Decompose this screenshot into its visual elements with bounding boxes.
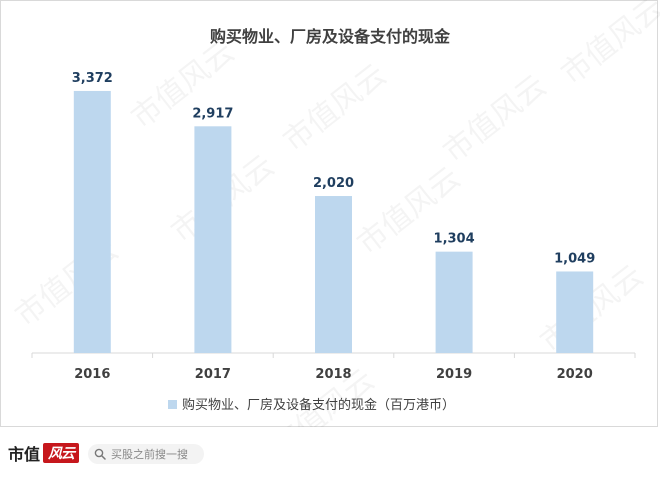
footer-bar: 市值 风云 买股之前搜一搜	[0, 427, 660, 479]
x-tick-label-2017: 2017	[195, 367, 231, 382]
data-label-2018: 2,020	[313, 176, 354, 191]
chart-title: 购买物业、厂房及设备支付的现金	[210, 27, 451, 46]
value-labels: 3,372 2,917 2,020 1,304 1,049	[72, 71, 596, 267]
bar-2017	[194, 126, 232, 353]
brand-logo[interactable]: 市值 风云	[8, 441, 80, 465]
brand-text: 市值	[8, 445, 41, 464]
search-icon	[94, 448, 106, 460]
bar-chart: 购买物业、厂房及设备支付的现金 3,372 2,917 2,020 1,304 1,04…	[31, 27, 636, 413]
x-tick-label-2020: 2020	[557, 367, 593, 382]
legend-swatch	[168, 400, 177, 409]
bar-2020	[556, 271, 594, 353]
brand-logo-mark: 风云	[43, 443, 80, 463]
bar-2019	[435, 251, 473, 353]
legend-label: 购买物业、厂房及设备支付的现金（百万港币）	[182, 397, 455, 413]
data-label-2016: 3,372	[72, 71, 113, 86]
bar-2016	[73, 90, 111, 354]
category-labels: 2016 2017 2018 2019 2020	[74, 367, 593, 382]
bars	[73, 90, 594, 354]
x-axis-ticks	[31, 353, 636, 358]
x-tick-label-2016: 2016	[74, 367, 110, 382]
data-label-2020: 1,049	[554, 251, 595, 266]
legend: 购买物业、厂房及设备支付的现金（百万港币）	[168, 397, 455, 413]
data-label-2019: 1,304	[434, 232, 475, 247]
x-tick-label-2019: 2019	[436, 367, 472, 382]
search-input[interactable]: 买股之前搜一搜	[88, 444, 204, 464]
search-placeholder: 买股之前搜一搜	[111, 448, 188, 461]
bar-2018	[315, 196, 352, 353]
data-label-2017: 2,917	[192, 106, 233, 121]
x-tick-label-2018: 2018	[315, 367, 351, 382]
